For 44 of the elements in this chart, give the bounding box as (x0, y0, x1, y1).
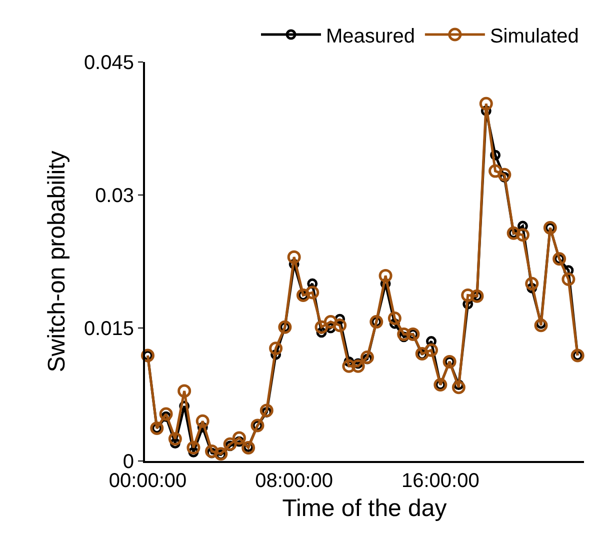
point (314, 320, 328, 334)
y-tick-label: 0.03 (95, 185, 134, 207)
point (159, 407, 173, 421)
x-axis-title: Time of the day (282, 494, 447, 522)
legend-label: Simulated (490, 25, 579, 48)
point (196, 414, 210, 428)
point (479, 96, 493, 110)
point (461, 288, 475, 302)
point (498, 168, 512, 182)
x-tick-label: 00:00:00 (108, 470, 187, 492)
point (534, 318, 548, 332)
point (424, 343, 438, 357)
y-tick-label: 0.045 (84, 52, 134, 74)
point (378, 268, 392, 282)
point (360, 350, 374, 364)
point (525, 276, 539, 290)
point (342, 359, 356, 373)
y-tick-label: 0.015 (84, 318, 134, 340)
point (388, 312, 402, 325)
legend-label: Measured (326, 25, 415, 48)
point (516, 228, 530, 242)
point (452, 380, 466, 394)
point (178, 384, 192, 398)
y-axis-title: Switch-on probability (44, 150, 71, 372)
point (306, 286, 320, 300)
point (324, 315, 338, 329)
point (205, 444, 219, 458)
point (186, 440, 200, 454)
point (269, 342, 283, 356)
point (260, 404, 274, 418)
point (397, 327, 411, 341)
point (351, 359, 365, 373)
y-tick-label: 0 (122, 451, 134, 473)
point (562, 272, 576, 286)
point (287, 250, 301, 264)
x-tick-label: 16:00:00 (401, 470, 480, 492)
point (333, 318, 347, 332)
point (488, 164, 502, 178)
point (168, 432, 182, 446)
x-tick-label: 08:00:00 (255, 470, 334, 492)
point (415, 346, 429, 360)
point (232, 431, 246, 445)
point (214, 447, 228, 461)
point (223, 437, 237, 451)
